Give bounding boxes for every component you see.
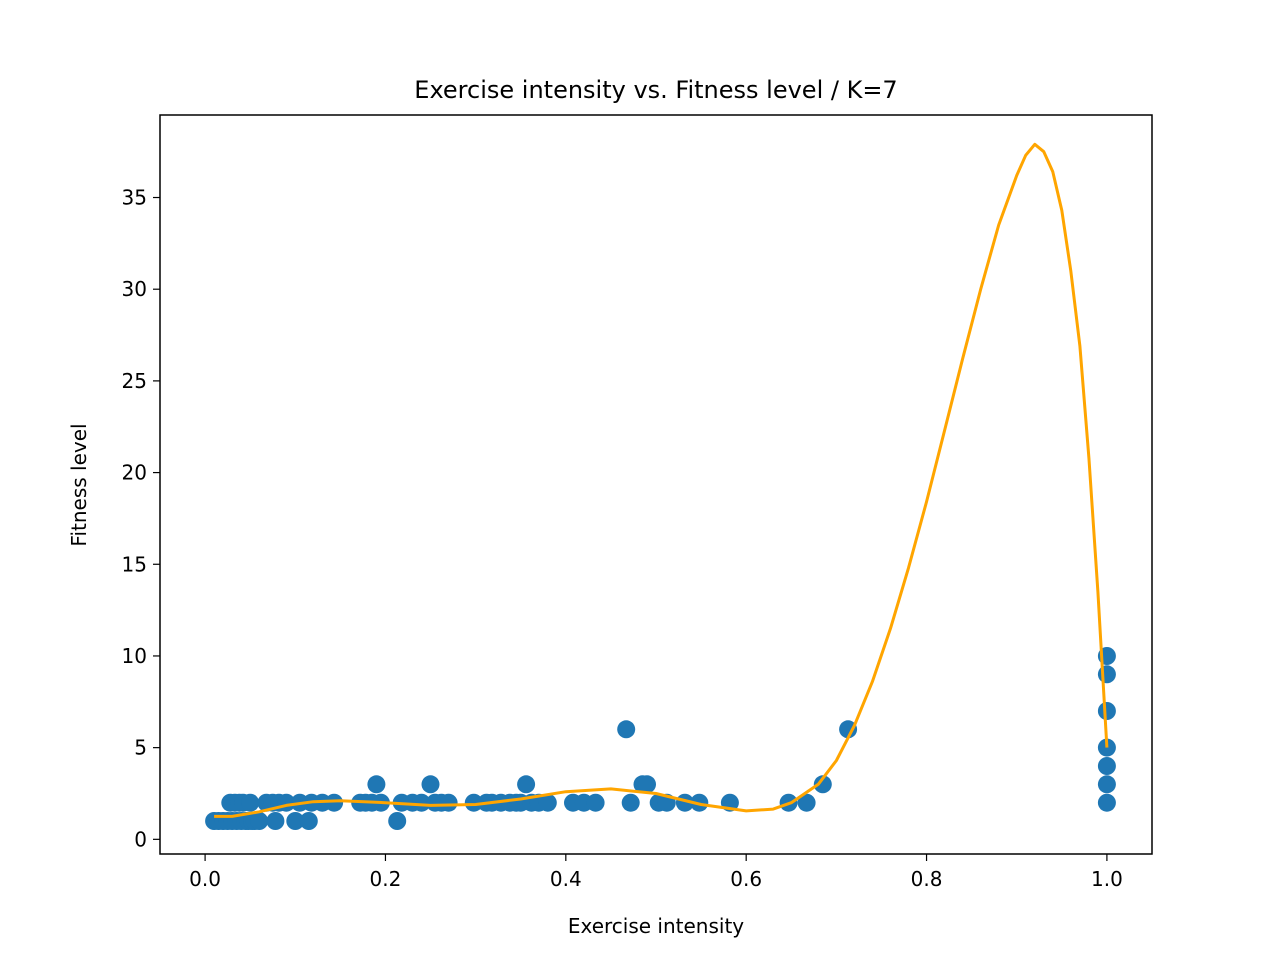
scatter-point (839, 720, 858, 739)
y-tick-label: 35 (122, 186, 147, 210)
scatter-point (797, 793, 816, 812)
chart-title: Exercise intensity vs. Fitness level / K… (414, 76, 897, 104)
y-tick-label: 0 (134, 827, 147, 851)
scatter-point (266, 812, 285, 830)
x-tick-label: 1.0 (1091, 867, 1123, 891)
scatter-point (1097, 665, 1116, 684)
scatter-point (517, 775, 536, 794)
scatter-point (388, 812, 407, 830)
plot-area (205, 142, 1116, 830)
x-tick-label: 0.4 (550, 867, 582, 891)
y-tick-label: 20 (122, 461, 147, 485)
y-tick-label: 25 (122, 369, 147, 393)
x-tick-label: 0.8 (911, 867, 943, 891)
fit-curve (214, 142, 1109, 818)
scatter-point (464, 793, 483, 812)
y-tick-label: 10 (122, 644, 147, 668)
x-tick-label: 0.6 (730, 867, 762, 891)
scatter-point (1097, 702, 1116, 720)
y-tick-label: 15 (122, 552, 147, 576)
x-tick-label: 0.0 (189, 867, 221, 891)
scatter-point (286, 812, 305, 830)
scatter-point (1097, 793, 1116, 812)
scatter-point (241, 793, 260, 812)
scatter-point (412, 793, 431, 812)
scatter-point (367, 775, 386, 794)
scatter-point (638, 775, 656, 794)
scatter-point (421, 775, 440, 794)
y-axis-label: Fitness level (67, 423, 91, 546)
y-axis: 0 5 10 15 20 25 30 35 (122, 186, 160, 851)
scatter-point (1097, 775, 1116, 794)
scatter-point (439, 793, 458, 812)
scatter-point (325, 793, 344, 812)
y-tick-label: 30 (122, 277, 147, 301)
plot-frame (159, 114, 1153, 855)
scatter-point (299, 812, 318, 830)
scatter-point (621, 793, 640, 812)
scatter-point (813, 775, 832, 794)
scatter-point (586, 793, 605, 812)
y-tick-label: 5 (134, 736, 147, 760)
scatter-point (617, 720, 636, 739)
scatter-point (538, 793, 557, 812)
scatter-point (1097, 757, 1116, 775)
x-axis: 0.0 0.2 0.4 0.6 0.8 1.0 (189, 854, 1123, 891)
scatter-point (250, 812, 269, 830)
x-axis-label: Exercise intensity (568, 914, 744, 938)
x-tick-label: 0.2 (370, 867, 402, 891)
